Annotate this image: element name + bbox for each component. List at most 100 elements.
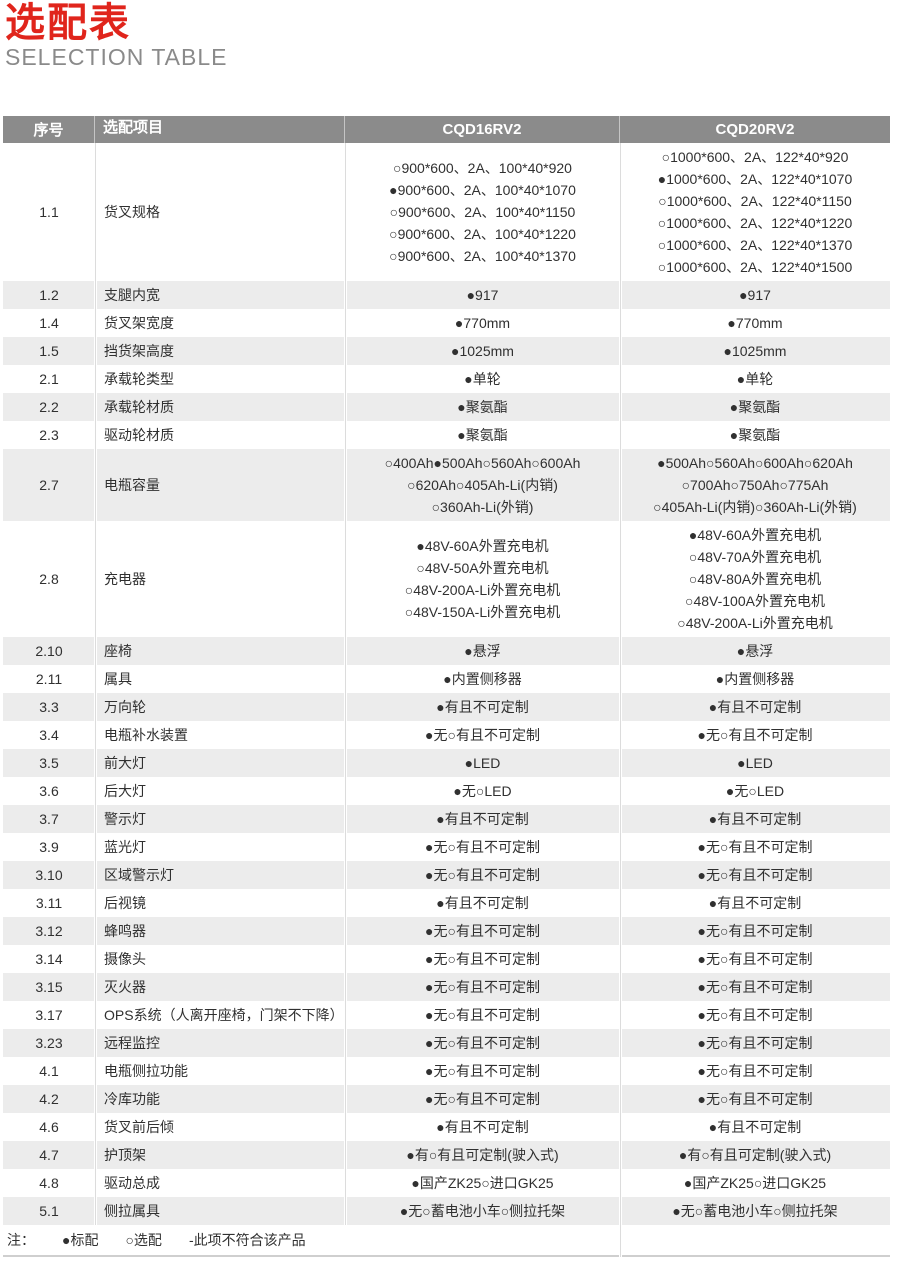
row-number: 3.17: [35, 1007, 63, 1023]
row-item-label: 货叉前后倾: [104, 1119, 174, 1135]
row-number: 3.9: [39, 839, 59, 855]
row-number: 1.5: [39, 343, 59, 359]
legend-standard: ●标配: [62, 1232, 99, 1248]
row-item-label: 远程监控: [104, 1035, 160, 1051]
note-label: 注：: [7, 1232, 35, 1248]
row-item-cell: 护顶架: [95, 1141, 345, 1169]
cqd16rv2-value-cell: ○400Ah●500Ah○560Ah○600Ah ○620Ah○405Ah-Li(…: [345, 449, 620, 521]
row-item-label: 承载轮材质: [104, 399, 174, 415]
cqd20rv2-value-cell: ●有且不可定制: [620, 889, 890, 917]
row-number-cell: 1.2: [3, 281, 95, 309]
value-line: ○1000*600、2A、122*40*920: [661, 149, 849, 165]
note-cell: 注： ●标配 ○选配 -此项不符合该产品: [3, 1225, 620, 1255]
selection-table: 序号 选配项目 CQD16RV2 CQD20RV2 1.1 货叉规格 ○900*60…: [3, 116, 890, 1257]
row-item-cell: OPS系统（人离开座椅，门架不下降）: [95, 1001, 345, 1029]
cqd20rv2-value-cell: ●无○有且不可定制: [620, 721, 890, 749]
page-header: 选配表 SELECTION TABLE: [0, 0, 900, 71]
row-number-cell: 2.3: [3, 421, 95, 449]
value-line: ○900*600、2A、100*40*1370: [389, 248, 576, 264]
table-row: 3.15 灭火器 ●无○有且不可定制 ●无○有且不可定制: [3, 973, 890, 1001]
value-line: ○360Ah-Li(外销): [431, 499, 534, 515]
table-row: 3.23 远程监控 ●无○有且不可定制 ●无○有且不可定制: [3, 1029, 890, 1057]
value-line: ●无○有且不可定制: [697, 867, 813, 883]
value-line: ○620Ah○405Ah-Li(内销): [407, 477, 558, 493]
row-number: 2.10: [35, 643, 63, 659]
row-number-cell: 2.7: [3, 449, 95, 521]
row-item-label: 蜂鸣器: [104, 923, 146, 939]
value-line: ●917: [739, 287, 771, 303]
row-item-label: 后大灯: [104, 783, 146, 799]
table-note-row: 注： ●标配 ○选配 -此项不符合该产品: [3, 1225, 890, 1257]
row-number-cell: 2.8: [3, 521, 95, 637]
row-number: 3.12: [35, 923, 63, 939]
table-row: 3.3 万向轮 ●有且不可定制 ●有且不可定制: [3, 693, 890, 721]
cqd20rv2-value-cell: ●1025mm: [620, 337, 890, 365]
value-line: ●国产ZK25○进口GK25: [411, 1175, 554, 1191]
row-item-label: 座椅: [104, 643, 132, 659]
value-line: ●悬浮: [464, 643, 501, 659]
value-line: ○1000*600、2A、122*40*1220: [657, 215, 853, 231]
row-number-cell: 5.1: [3, 1197, 95, 1225]
table-row: 4.7 护顶架 ●有○有且可定制(驶入式) ●有○有且可定制(驶入式): [3, 1141, 890, 1169]
row-item-cell: 承载轮材质: [95, 393, 345, 421]
row-number: 2.1: [39, 371, 59, 387]
value-line: ○48V-50A外置充电机: [416, 560, 549, 576]
row-number-cell: 4.1: [3, 1057, 95, 1085]
value-line: ●无○有且不可定制: [425, 839, 540, 855]
row-number-cell: 2.2: [3, 393, 95, 421]
value-line: ●有○有且可定制(驶入式): [678, 1147, 832, 1163]
row-number-cell: 3.14: [3, 945, 95, 973]
value-line: ●770mm: [454, 315, 511, 331]
value-line: ○1000*600、2A、122*40*1150: [658, 193, 852, 209]
value-line: ●1000*600、2A、122*40*1070: [657, 171, 853, 187]
row-number: 5.1: [39, 1203, 59, 1219]
table-row: 3.14 摄像头 ●无○有且不可定制 ●无○有且不可定制: [3, 945, 890, 973]
value-line: ●无○有且不可定制: [697, 1091, 813, 1107]
row-item-cell: 摄像头: [95, 945, 345, 973]
row-number-cell: 3.6: [3, 777, 95, 805]
table-row: 2.1 承载轮类型 ●单轮 ●单轮: [3, 365, 890, 393]
row-number: 1.1: [39, 204, 59, 220]
row-number: 2.11: [35, 671, 63, 687]
row-item-cell: 警示灯: [95, 805, 345, 833]
row-item-cell: 货叉架宽度: [95, 309, 345, 337]
row-number: 3.6: [39, 783, 59, 799]
value-line: ●单轮: [464, 371, 501, 387]
table-row: 4.8 驱动总成 ●国产ZK25○进口GK25 ●国产ZK25○进口GK25: [3, 1169, 890, 1197]
table-row: 3.17 OPS系统（人离开座椅，门架不下降） ●无○有且不可定制 ●无○有且不可定制: [3, 1001, 890, 1029]
cqd16rv2-value-cell: ●单轮: [345, 365, 620, 393]
value-line: ●无○有且不可定制: [425, 979, 540, 995]
value-line: ●无○有且不可定制: [697, 1007, 813, 1023]
cqd16rv2-value-cell: ●无○有且不可定制: [345, 1085, 620, 1113]
cqd20rv2-value-cell: ○1000*600、2A、122*40*920 ●1000*600、2A、122*…: [620, 143, 890, 281]
value-line: ●无○有且不可定制: [697, 1063, 813, 1079]
row-number: 3.23: [35, 1035, 63, 1051]
row-number: 3.14: [35, 951, 63, 967]
row-item-label: 货叉架宽度: [104, 315, 174, 331]
cqd16rv2-value-cell: ●国产ZK25○进口GK25: [345, 1169, 620, 1197]
cqd16rv2-value-cell: ○900*600、2A、100*40*920 ●900*600、2A、100*40…: [345, 143, 620, 281]
row-item-label: 灭火器: [104, 979, 146, 995]
table-row: 4.2 冷库功能 ●无○有且不可定制 ●无○有且不可定制: [3, 1085, 890, 1113]
cqd20rv2-value-cell: ●48V-60A外置充电机 ○48V-70A外置充电机 ○48V-80A外置充电机 ○…: [620, 521, 890, 637]
row-item-cell: 电瓶侧拉功能: [95, 1057, 345, 1085]
row-item-cell: 电瓶补水装置: [95, 721, 345, 749]
row-number-cell: 3.11: [3, 889, 95, 917]
cqd16rv2-value-cell: ●有○有且可定制(驶入式): [345, 1141, 620, 1169]
value-line: ○48V-70A外置充电机: [688, 549, 822, 565]
value-line: ●有且不可定制: [708, 1119, 802, 1135]
row-item-label: 充电器: [104, 571, 146, 587]
table-row: 3.11 后视镜 ●有且不可定制 ●有且不可定制: [3, 889, 890, 917]
value-line: ●770mm: [727, 315, 783, 331]
row-item-cell: 前大灯: [95, 749, 345, 777]
table-row: 4.6 货叉前后倾 ●有且不可定制 ●有且不可定制: [3, 1113, 890, 1141]
value-line: ●无○有且不可定制: [697, 727, 813, 743]
value-line: ●有且不可定制: [436, 1119, 529, 1135]
table-header-row: 序号 选配项目 CQD16RV2 CQD20RV2: [3, 116, 890, 143]
value-line: ●无○有且不可定制: [697, 951, 813, 967]
cqd16rv2-value-cell: ●无○蓄电池小车○侧拉托架: [345, 1197, 620, 1225]
row-number: 3.7: [39, 811, 59, 827]
cqd20rv2-value-cell: ●无○有且不可定制: [620, 1057, 890, 1085]
row-item-label: 后视镜: [104, 895, 146, 911]
value-line: ●无○有且不可定制: [425, 1063, 540, 1079]
